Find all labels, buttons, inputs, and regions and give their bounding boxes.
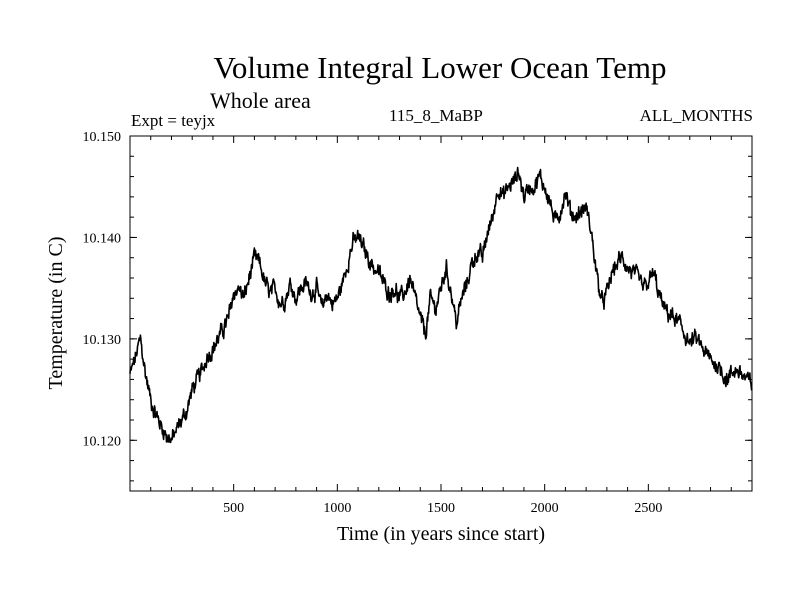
plot-frame — [129, 135, 753, 492]
period-label: 115_8_MaBP — [389, 106, 483, 125]
y-tick-label: 10.120 — [83, 434, 122, 449]
months-label: ALL_MONTHS — [639, 106, 753, 125]
chart-subtitle: Whole area — [210, 88, 311, 113]
y-axis-title: Temperature (in C) — [45, 237, 67, 390]
y-tick-label: 10.140 — [83, 231, 122, 246]
x-tick-label: 500 — [223, 501, 244, 516]
x-tick-label: 2500 — [634, 501, 662, 516]
chart-title: Volume Integral Lower Ocean Temp — [213, 50, 667, 85]
series-line — [129, 166, 753, 444]
x-tick-label: 1500 — [427, 501, 455, 516]
y-tick-label: 10.150 — [83, 130, 122, 145]
x-tick-label: 1000 — [323, 501, 351, 516]
experiment-label: Expt = teyjx — [131, 111, 216, 130]
x-axis-title: Time (in years since start) — [337, 523, 545, 545]
x-tick-label: 2000 — [531, 501, 559, 516]
y-tick-label: 10.130 — [83, 333, 122, 348]
